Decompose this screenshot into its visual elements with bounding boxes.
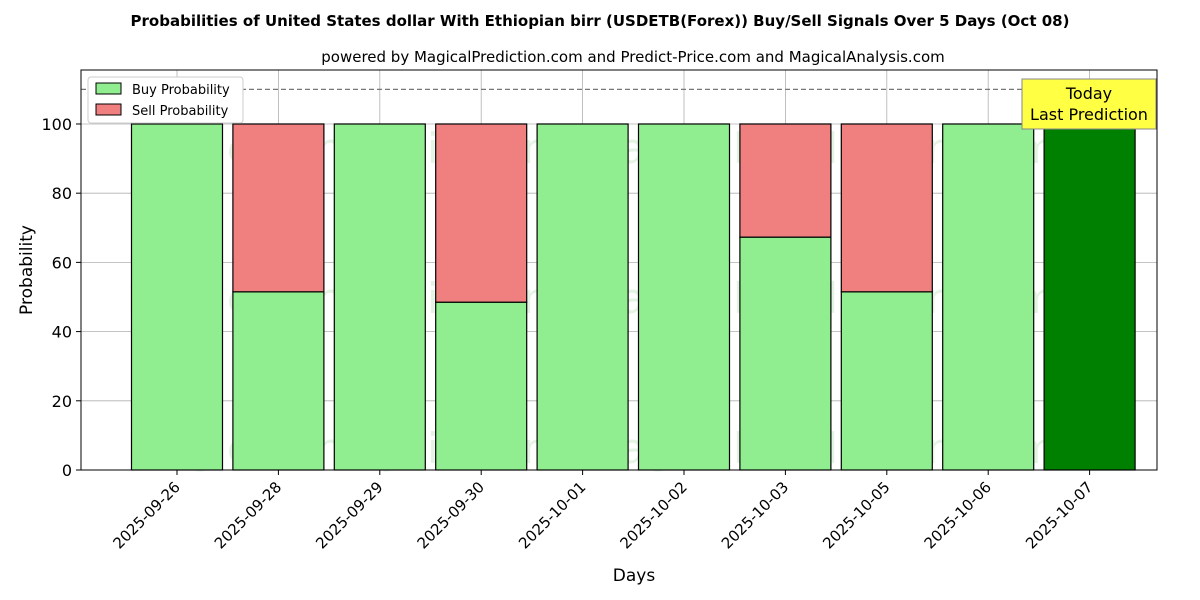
x-tick-label: 2025-10-07 bbox=[1022, 478, 1096, 552]
x-tick-label: 2025-09-30 bbox=[414, 478, 488, 552]
x-tick-label: 2025-09-26 bbox=[109, 478, 183, 552]
plot-frame bbox=[80, 69, 1158, 471]
x-tick-label: 2025-10-03 bbox=[718, 478, 792, 552]
y-axis-label: Probability bbox=[17, 225, 37, 315]
x-tick-label: 2025-10-01 bbox=[515, 478, 589, 552]
sell-bar bbox=[739, 123, 832, 238]
y-tick-label: 60 bbox=[52, 253, 72, 272]
y-tick-label: 80 bbox=[52, 184, 72, 203]
x-tick-label: 2025-09-29 bbox=[312, 478, 386, 552]
sell-bar bbox=[435, 123, 528, 303]
y-tick-label: 40 bbox=[52, 323, 72, 342]
buy-bar bbox=[333, 123, 426, 471]
buy-bar bbox=[739, 236, 832, 471]
buy-bar bbox=[130, 123, 224, 471]
y-tick-label: 100 bbox=[41, 115, 72, 134]
sell-bar bbox=[840, 123, 933, 293]
buy-bar bbox=[637, 123, 731, 471]
legend-buy-label: Buy Probability bbox=[132, 83, 230, 98]
x-axis-label: Days bbox=[613, 566, 656, 586]
buy-bar bbox=[1043, 123, 1136, 471]
annotation-line1: Today bbox=[1065, 84, 1112, 103]
chart-title: Probabilities of United States dollar Wi… bbox=[131, 12, 1070, 30]
buy-bar bbox=[840, 291, 933, 471]
legend-sell-label: Sell Probability bbox=[132, 104, 229, 119]
y-tick-label: 20 bbox=[52, 392, 72, 411]
x-tick-label: 2025-09-28 bbox=[211, 478, 285, 552]
buy-bar bbox=[942, 123, 1035, 471]
buy-bar bbox=[435, 301, 528, 471]
legend-buy-swatch bbox=[95, 82, 122, 95]
buy-bar bbox=[536, 123, 629, 471]
sell-bar bbox=[232, 123, 325, 293]
today-annotation: Today Last Prediction bbox=[1021, 78, 1157, 130]
buy-bar bbox=[232, 291, 325, 471]
legend: Buy Probability Sell Probability bbox=[87, 76, 244, 124]
legend-sell-swatch bbox=[95, 103, 122, 116]
x-tick-label: 2025-10-06 bbox=[921, 478, 995, 552]
y-tick-label: 0 bbox=[62, 461, 72, 480]
x-tick-label: 2025-10-05 bbox=[819, 478, 893, 552]
annotation-line2: Last Prediction bbox=[1030, 105, 1148, 124]
x-tick-label: 2025-10-02 bbox=[616, 478, 690, 552]
chart-subtitle: powered by MagicalPrediction.com and Pre… bbox=[321, 48, 945, 66]
